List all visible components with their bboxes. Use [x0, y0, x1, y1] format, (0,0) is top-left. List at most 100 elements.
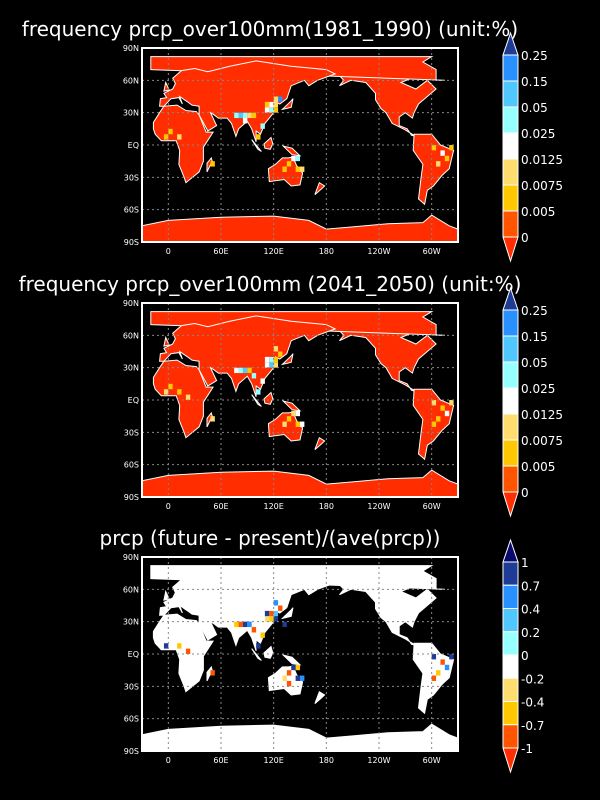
landmass-north-america — [338, 321, 437, 392]
data-cell — [234, 621, 239, 628]
landmass-eurasia — [0, 570, 19, 651]
data-cell — [278, 605, 283, 611]
landmass-africa — [469, 105, 529, 183]
lat-tick-label: EQ — [128, 650, 139, 659]
landmass-north-america — [23, 67, 121, 136]
colorbar-label: 0.05 — [521, 101, 548, 115]
landmass-britain — [480, 83, 485, 92]
data-cell — [251, 373, 257, 379]
data-cell — [256, 643, 261, 649]
landmass-new-zealand — [314, 181, 326, 195]
lat-tick-label: 90N — [123, 553, 139, 562]
map-area — [0, 48, 529, 242]
data-cell — [264, 616, 270, 622]
data-cell — [295, 166, 300, 172]
data-cell — [269, 362, 274, 368]
lon-tick-label: 120W — [367, 502, 390, 511]
data-cell — [269, 107, 274, 113]
data-cell — [431, 421, 437, 427]
colorbar-segment — [502, 54, 519, 82]
landmass-eurasia — [0, 61, 19, 142]
colorbar-segment — [502, 132, 519, 160]
data-cell — [444, 664, 450, 671]
colorbar-label: 0.0075 — [521, 434, 563, 448]
data-cell — [282, 421, 287, 427]
lat-tick-label: EQ — [128, 396, 139, 405]
landmass-antarctica — [142, 228, 143, 242]
landmass-antarctica — [457, 225, 458, 242]
data-cell — [177, 134, 182, 140]
data-cell — [449, 145, 454, 151]
data-cell — [278, 96, 283, 102]
data-cell — [273, 600, 279, 606]
colorbar-segment — [502, 309, 519, 337]
colorbar-segment — [502, 387, 519, 415]
data-cell — [273, 616, 279, 622]
data-cell — [269, 101, 274, 108]
lon-tick-label: 120W — [367, 756, 390, 765]
landmass-borneo — [263, 645, 274, 659]
colorbar: 0.25 0.15 0.05 0.025 0.0125 0.0075 0.005 0 — [502, 31, 563, 263]
map-frame — [141, 47, 459, 243]
panel-title: prcp (future - present)/(ave(prcp)) — [100, 526, 441, 550]
data-cell — [163, 643, 169, 649]
data-cell — [286, 680, 292, 687]
data-cell — [295, 675, 300, 681]
data-cell — [264, 610, 270, 617]
data-cell — [436, 416, 441, 422]
colorbar-segment — [502, 584, 519, 609]
lon-tick-label: 180 — [319, 756, 334, 765]
lat-tick-label: EQ — [128, 141, 139, 150]
colorbar-segment — [502, 80, 519, 108]
lat-tick-label: 30N — [123, 364, 139, 373]
landmass-antarctica — [142, 214, 458, 242]
data-cell — [251, 112, 257, 119]
map-panel-1: frequency prcp_over100mm(1981_1990) (uni… — [0, 17, 563, 263]
landmass-sumatra — [251, 394, 262, 407]
lat-tick-label: 90N — [123, 44, 139, 53]
lon-tick-label: 60W — [423, 756, 441, 765]
panel-title: frequency prcp_over100mm(1981_1990) (uni… — [22, 17, 518, 41]
landmass-greenland — [0, 566, 129, 590]
landmass-north-america — [338, 575, 437, 646]
lat-tick-label: 30S — [124, 173, 139, 182]
colorbar-label: 0.0075 — [521, 179, 563, 193]
lat-tick-label: 60N — [123, 76, 139, 85]
data-cell — [273, 101, 279, 108]
landmass-eurasia — [0, 316, 19, 397]
landmass-britain — [480, 338, 485, 347]
landmass-new-zealand — [0, 438, 9, 450]
lon-tick-label: 0 — [166, 756, 171, 765]
data-cell — [431, 400, 437, 406]
data-cell — [238, 367, 243, 374]
lon-tick-label: 120W — [367, 247, 390, 256]
colorbar-label: 0.2 — [521, 626, 540, 640]
colorbar: 0.25 0.15 0.05 0.025 0.0125 0.0075 0.005 0 — [502, 286, 563, 518]
landmass-antarctica — [457, 480, 458, 497]
colorbar-min-triangle — [502, 491, 519, 518]
colorbar-max-triangle — [502, 538, 519, 563]
data-cell — [264, 101, 270, 108]
data-cell — [256, 134, 261, 140]
landmass-antarctica — [142, 737, 143, 751]
landmass-japan — [280, 353, 294, 366]
colorbar-label: 0.0125 — [521, 408, 563, 422]
colorbar-min-triangle — [502, 236, 519, 263]
colorbar-label: 0.025 — [521, 382, 555, 396]
data-cell — [273, 96, 279, 102]
colorbar-segment — [502, 184, 519, 212]
landmass-australia — [584, 666, 600, 695]
lat-tick-label: 90S — [124, 238, 139, 247]
landmass-borneo — [580, 393, 589, 405]
data-cell — [286, 161, 292, 167]
data-cell — [247, 367, 252, 374]
data-cell — [269, 616, 274, 622]
colorbar-label: 0.025 — [521, 127, 555, 141]
lat-tick-label: 60S — [124, 461, 139, 470]
data-cell — [177, 643, 182, 649]
colorbar-segment — [502, 413, 519, 441]
colorbar-label: 0.0125 — [521, 153, 563, 167]
colorbar-segment — [502, 335, 519, 363]
colorbar-label: 0.15 — [521, 75, 548, 89]
